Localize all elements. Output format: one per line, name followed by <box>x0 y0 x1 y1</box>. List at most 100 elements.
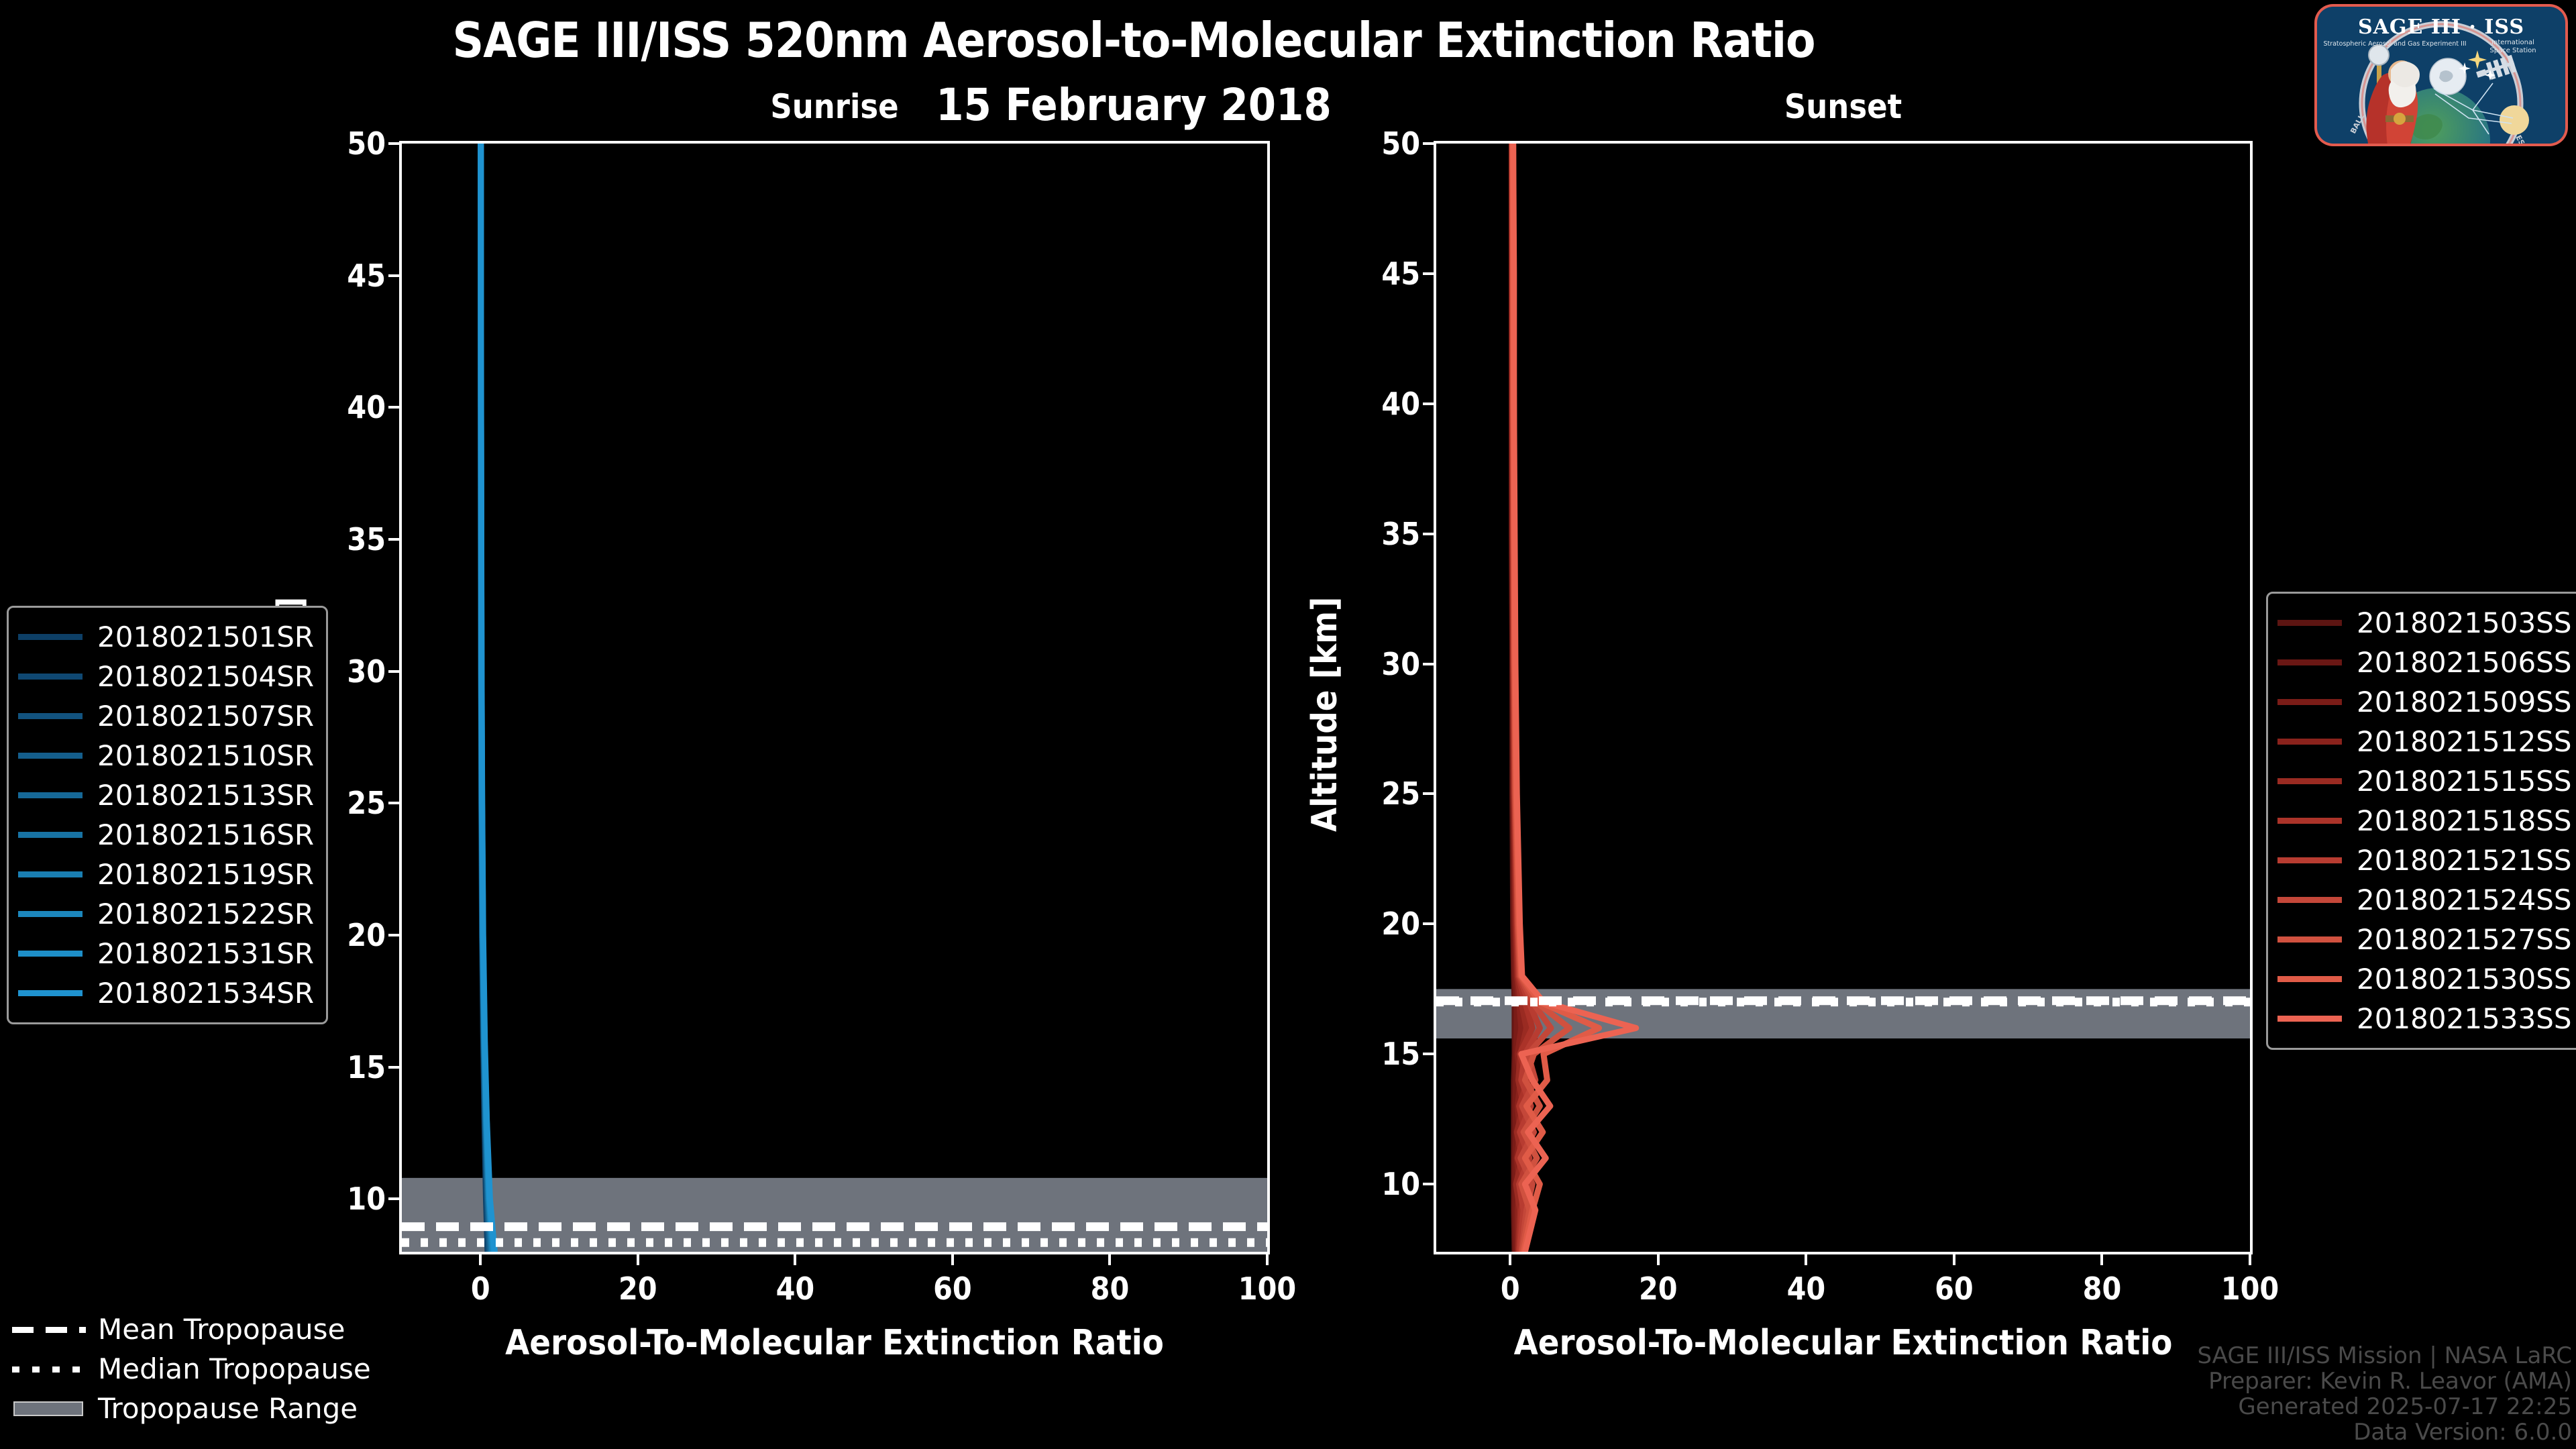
legend-item[interactable]: 2018021509SS <box>2277 682 2572 722</box>
legend-item-label: 2018021533SS <box>2357 1002 2572 1035</box>
sunrise-series-legend[interactable]: 2018021501SR 2018021504SR 2018021507SR 2018… <box>7 606 329 1024</box>
y-axis-tick-label: 25 <box>347 785 386 822</box>
y-axis-tick-mark <box>388 934 399 936</box>
legend-item[interactable]: 2018021534SR <box>18 973 314 1013</box>
legend-item-label: 2018021516SR <box>97 818 315 851</box>
legend-color-swatch <box>18 713 83 719</box>
y-axis-tick-label: 45 <box>347 257 386 294</box>
sunrise-plot-canvas <box>402 144 1267 1252</box>
footer-credits: SAGE III/ISS Mission | NASA LaRC Prepare… <box>2197 1343 2572 1445</box>
legend-color-swatch <box>2277 699 2342 705</box>
legend-item[interactable]: 2018021504SR <box>18 657 314 696</box>
sage-iii-iss-mission-patch-logo: BALL · NASA ESA TAS-I · SAGE III · ISS S… <box>2313 3 2569 148</box>
legend-item[interactable]: 2018021503SS <box>2277 603 2572 643</box>
x-axis-tick-mark <box>1509 1254 1512 1265</box>
sunset-plot-canvas <box>1436 144 2250 1252</box>
sunset-series-legend[interactable]: 2018021503SS 2018021506SS 2018021509SS 2018… <box>2266 592 2576 1050</box>
x-axis-tick-mark <box>1952 1254 1955 1265</box>
page-subtitle-date: 15 February 2018 <box>936 79 1332 131</box>
legend-item[interactable]: 2018021516SR <box>18 815 314 855</box>
legend-item[interactable]: 2018021512SS <box>2277 722 2572 761</box>
legend-item-label: 2018021506SS <box>2357 646 2572 679</box>
legend-color-swatch <box>2277 1016 2342 1022</box>
y-axis-tick-label: 20 <box>347 917 386 953</box>
y-axis-tick-mark <box>1423 792 1434 796</box>
legend-item[interactable]: 2018021501SR <box>18 617 314 657</box>
legend-item[interactable]: 2018021527SS <box>2277 920 2572 959</box>
legend-color-swatch <box>2277 857 2342 863</box>
x-axis-tick-mark <box>636 1254 639 1265</box>
legend-color-swatch <box>2277 818 2342 824</box>
legend-item-label: 2018021519SR <box>97 858 315 891</box>
svg-text:Space Station: Space Station <box>2489 47 2536 54</box>
legend-color-swatch <box>18 792 83 798</box>
legend-color-swatch <box>2277 897 2342 903</box>
legend-color-swatch <box>18 911 83 917</box>
legend-item[interactable]: 2018021530SS <box>2277 959 2572 999</box>
x-axis-tick-mark <box>1108 1254 1112 1265</box>
x-axis-tick-label: 40 <box>775 1271 815 1307</box>
legend-item[interactable]: 2018021506SS <box>2277 643 2572 682</box>
y-axis-tick-label: 15 <box>347 1049 386 1085</box>
legend-item-label: 2018021507SR <box>97 700 315 733</box>
legend-item[interactable]: 2018021513SR <box>18 775 314 815</box>
x-axis-tick-label: 20 <box>619 1271 657 1307</box>
y-axis-tick-mark <box>1423 272 1434 275</box>
y-axis-tick-mark <box>1423 402 1434 405</box>
y-axis-tick-label: 15 <box>1381 1036 1420 1073</box>
legend-item[interactable]: 2018021510SR <box>18 736 314 775</box>
legend-color-swatch <box>18 871 83 877</box>
legend-color-swatch <box>18 951 83 957</box>
legend-item[interactable]: 2018021524SS <box>2277 880 2572 920</box>
legend-item-label: 2018021515SS <box>2357 765 2572 798</box>
legend-item[interactable]: 2018021515SS <box>2277 761 2572 801</box>
footer-line-mission: SAGE III/ISS Mission | NASA LaRC <box>2197 1342 2572 1369</box>
y-axis-tick-mark <box>388 142 399 145</box>
x-axis-tick-label: 0 <box>470 1271 490 1307</box>
dashed-line-icon <box>12 1321 86 1338</box>
legend-item-label: 2018021512SS <box>2357 725 2572 758</box>
x-axis-tick-label: 80 <box>2082 1271 2122 1307</box>
right-panel-title: Sunset <box>1784 87 1902 126</box>
legend-item[interactable]: 2018021521SS <box>2277 841 2572 880</box>
legend-item-label: 2018021524SS <box>2357 883 2572 916</box>
y-axis-tick-mark <box>1423 142 1434 145</box>
legend-color-swatch <box>18 753 83 759</box>
legend-item[interactable]: 2018021507SR <box>18 696 314 736</box>
x-axis-tick-label: 100 <box>1238 1271 1297 1307</box>
y-axis-tick-mark <box>388 538 399 541</box>
x-axis-tick-label: 40 <box>1786 1271 1826 1307</box>
y-axis-tick-mark <box>388 802 399 805</box>
svg-text:Stratospheric Aerosol and Gas: Stratospheric Aerosol and Gas Experiment… <box>2323 40 2466 48</box>
legend-item[interactable]: 2018021522SR <box>18 894 314 934</box>
legend-item-label: 2018021510SR <box>97 739 315 772</box>
dotted-line-icon <box>12 1360 86 1378</box>
legend-label-mean-tropopause: Mean Tropopause <box>98 1313 345 1346</box>
legend-item[interactable]: 2018021531SR <box>18 934 314 973</box>
legend-item-label: 2018021531SR <box>97 937 315 970</box>
y-axis-tick-label: 50 <box>1381 125 1420 162</box>
footer-line-version: Data Version: 6.0.0 <box>2353 1419 2572 1446</box>
y-axis-tick-label: 25 <box>1381 775 1420 812</box>
x-axis-tick-mark <box>479 1254 482 1265</box>
legend-label-tropopause-range: Tropopause Range <box>98 1392 358 1425</box>
legend-item[interactable]: 2018021519SR <box>18 855 314 894</box>
filled-band-icon <box>12 1400 86 1417</box>
y-axis-tick-mark <box>1423 662 1434 665</box>
y-axis-tick-label: 20 <box>1381 906 1420 943</box>
y-axis-tick-mark <box>1423 1053 1434 1056</box>
x-axis-tick-mark <box>2100 1254 2104 1265</box>
x-axis-tick-mark <box>2249 1254 2251 1265</box>
y-axis-tick-label: 35 <box>1381 515 1420 552</box>
legend-item[interactable]: 2018021518SS <box>2277 801 2572 841</box>
y-axis-tick-mark <box>388 1197 399 1201</box>
legend-item[interactable]: 2018021533SS <box>2277 999 2572 1038</box>
legend-item-label: 2018021509SS <box>2357 686 2572 718</box>
y-axis-title: Altitude [km] <box>1305 596 1345 832</box>
sunrise-plot-area <box>399 141 1270 1254</box>
legend-color-swatch <box>2277 620 2342 626</box>
x-axis-tick-label: 100 <box>2220 1271 2279 1307</box>
x-axis-tick-mark <box>1656 1254 1660 1265</box>
legend-item-label: 2018021522SR <box>97 898 315 930</box>
page-title: SAGE III/ISS 520nm Aerosol-to-Molecular … <box>452 12 1815 68</box>
